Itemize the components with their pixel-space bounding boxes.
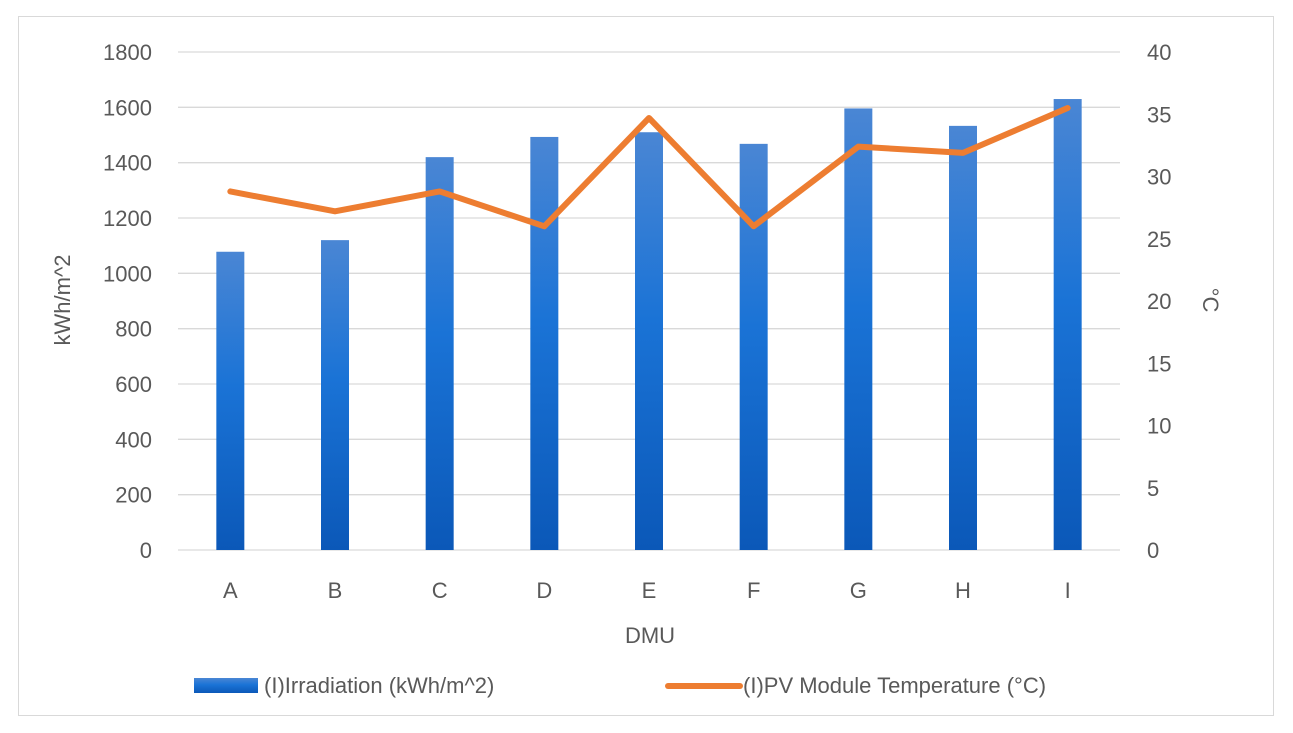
bar-E <box>635 132 663 550</box>
bar-F <box>739 143 768 550</box>
left-axis-title: kWh/m^2 <box>50 255 75 346</box>
bar-D <box>530 136 559 551</box>
bar-B <box>321 240 349 550</box>
x-tick-label: I <box>1065 578 1071 603</box>
x-axis-title: DMU <box>625 623 675 648</box>
x-tick-label: G <box>850 578 867 603</box>
right-axis-title: °C <box>1198 288 1223 313</box>
x-tick-label: F <box>747 578 760 603</box>
left-tick-label: 1000 <box>103 261 152 286</box>
right-tick-label: 30 <box>1147 165 1171 190</box>
right-tick-label: 25 <box>1147 227 1171 252</box>
bar-series <box>216 99 1082 551</box>
left-tick-label: 1200 <box>103 206 152 231</box>
right-tick-label: 10 <box>1147 414 1171 439</box>
bar-H <box>949 125 977 551</box>
right-tick-label: 0 <box>1147 538 1159 563</box>
bar-C <box>425 157 454 550</box>
right-tick-label: 15 <box>1147 351 1171 376</box>
left-tick-label: 400 <box>115 427 152 452</box>
left-tick-label: 1600 <box>103 95 152 120</box>
right-tick-label: 5 <box>1147 476 1159 501</box>
left-tick-label: 600 <box>115 372 152 397</box>
bar-I <box>1053 99 1082 551</box>
x-tick-label: B <box>328 578 343 603</box>
line-series <box>227 105 1071 230</box>
x-tick-label: H <box>955 578 971 603</box>
legend: (I)Irradiation (kWh/m^2) (I)PV Module Te… <box>194 673 1046 698</box>
bar-G <box>844 108 873 550</box>
x-tick-label: E <box>642 578 657 603</box>
right-axis-ticks: 0 5 10 15 20 25 30 35 40 <box>1147 40 1171 563</box>
x-tick-label: A <box>223 578 238 603</box>
legend-bar-swatch <box>194 678 258 693</box>
legend-bar-label: (I)Irradiation (kWh/m^2) <box>264 673 494 698</box>
left-axis-ticks: 0 200 400 600 800 1000 1200 1400 1600 1800 <box>103 40 152 563</box>
legend-line-label: (I)PV Module Temperature (°C) <box>743 673 1046 698</box>
bar-A <box>216 251 245 550</box>
right-tick-label: 35 <box>1147 102 1171 127</box>
temperature-line <box>227 105 1071 230</box>
x-axis-ticks: A B C D E F G H I <box>223 578 1071 603</box>
x-tick-label: C <box>432 578 448 603</box>
left-tick-label: 1400 <box>103 151 152 176</box>
right-tick-label: 20 <box>1147 289 1171 314</box>
left-tick-label: 800 <box>115 317 152 342</box>
x-tick-label: D <box>536 578 552 603</box>
left-tick-label: 200 <box>115 483 152 508</box>
left-tick-label: 1800 <box>103 40 152 65</box>
right-tick-label: 40 <box>1147 40 1171 65</box>
left-tick-label: 0 <box>140 538 152 563</box>
